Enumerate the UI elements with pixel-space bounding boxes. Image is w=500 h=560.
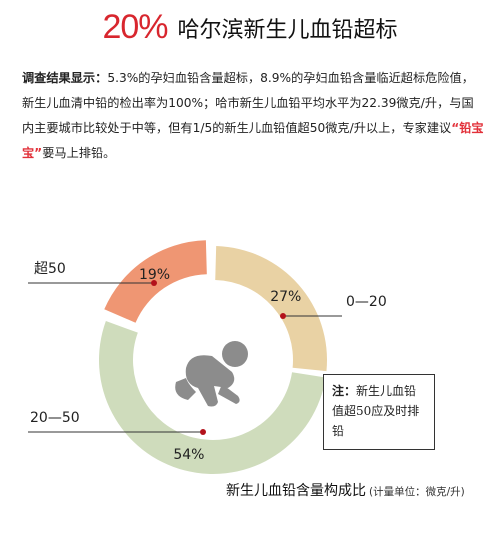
leader-lines	[28, 280, 342, 435]
summary-highlight: “铅宝宝”	[22, 121, 484, 160]
leader-dot-over-50	[151, 280, 157, 286]
headline-title: 哈尔滨新生儿血铅超标	[177, 17, 398, 43]
category-labels: 0—20 20—50 超50	[30, 261, 387, 426]
note-box: 注：新生儿血铅值超50应及时排铅	[323, 374, 435, 450]
caption-title: 新生儿血铅含量构成比	[226, 483, 366, 499]
summary-text: 5.3%的孕妇血铅含量超标，8.9%的孕妇血铅含量临近超标危险值，新生儿血清中铅…	[22, 71, 474, 135]
slice-0-20	[215, 246, 327, 372]
category-label-over-50: 超50	[34, 261, 66, 277]
chart-caption: 新生儿血铅含量构成比 (计量单位：微克/升)	[226, 480, 465, 500]
summary-label: 调查结果显示：	[22, 71, 108, 85]
header: 20% 哈尔滨新生儿血铅超标	[0, 8, 500, 47]
percent-label-over-50: 19%	[139, 267, 170, 283]
percent-label-20-50: 54%	[173, 447, 204, 463]
headline-percent: 20%	[102, 8, 168, 46]
category-label-20-50: 20—50	[30, 410, 80, 426]
note-label: 注：	[332, 384, 357, 398]
category-label-0-20: 0—20	[346, 294, 387, 310]
leader-dot-0-20	[280, 313, 286, 319]
crawling-baby-icon	[175, 341, 248, 407]
summary-text-end: 要马上排铅。	[42, 146, 116, 160]
leader-dot-20-50	[200, 429, 206, 435]
percent-labels: 27% 54% 19%	[139, 267, 301, 463]
slice-20-50	[99, 321, 326, 474]
caption-unit: (计量单位：微克/升)	[369, 486, 465, 498]
note-text: 新生儿血铅值超50应及时排铅	[332, 384, 420, 438]
summary-paragraph: 调查结果显示：5.3%的孕妇血铅含量超标，8.9%的孕妇血铅含量临近超标危险值，…	[22, 66, 484, 166]
percent-label-0-20: 27%	[270, 289, 301, 305]
